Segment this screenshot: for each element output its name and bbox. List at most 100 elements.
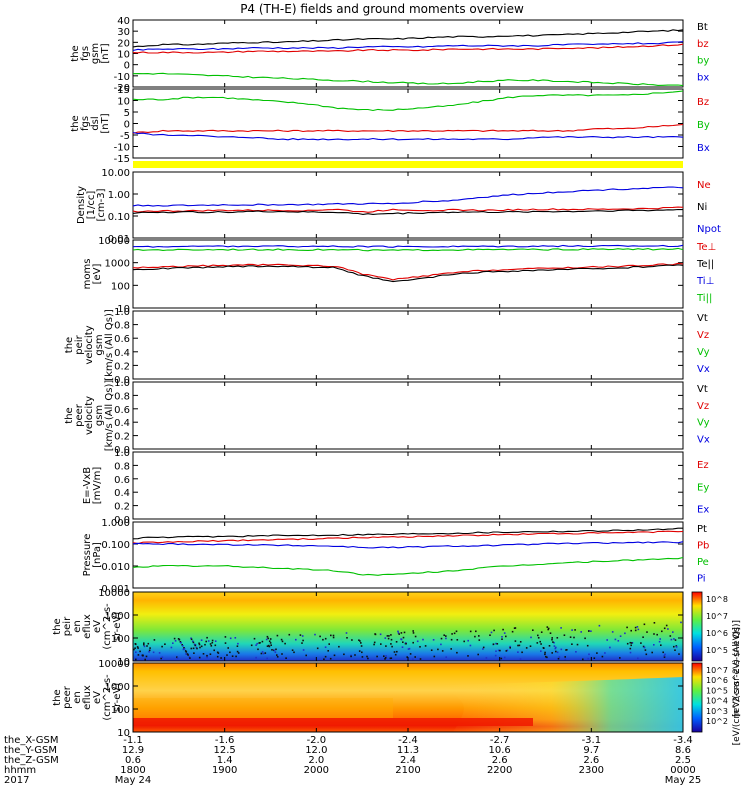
heatmap-speckle (188, 656, 191, 658)
heatmap-speckle (450, 638, 453, 641)
series-Te|| (132, 264, 684, 283)
heatmap-speckle (236, 645, 239, 647)
y-tick-label: 0.2 (114, 502, 130, 513)
heatmap-speckle (673, 638, 675, 640)
heatmap-speckle (553, 641, 555, 644)
footer-value: 2000 (304, 765, 329, 776)
heatmap-speckle (271, 649, 273, 651)
heatmap-speckle (463, 640, 465, 643)
heatmap-speckle (143, 643, 145, 646)
y-tick-label: 1.00 (108, 190, 130, 201)
heatmap-speckle (573, 636, 575, 639)
panel-frame (132, 310, 684, 380)
heatmap-speckle (269, 638, 272, 640)
y-axis-label-line: velocity (84, 396, 95, 435)
heatmap-speckle (555, 646, 557, 649)
heatmap-speckle (637, 657, 639, 660)
y-axis-label-line: [eV] (92, 264, 103, 285)
heatmap-speckle (216, 655, 219, 658)
heatmap-speckle (213, 649, 215, 652)
heatmap-speckle (275, 648, 277, 651)
y-axis-label: the fgs dsl [nT] (70, 113, 111, 133)
legend-entry-Ti||: Ti|| (696, 293, 712, 304)
heatmap-speckle (324, 655, 327, 658)
footer-value: 1900 (212, 765, 237, 776)
y-tick-label: 1.0 (114, 378, 130, 389)
heatmap-speckle (624, 632, 626, 635)
footer-value: 1800 (120, 765, 145, 776)
heatmap-speckle (367, 657, 369, 660)
heatmap-speckle (194, 644, 196, 647)
y-axis-label: the fgs gsm [nT] (70, 43, 111, 64)
colorbar-label: [eV/(cm^2-s-sr-eV)] (732, 627, 742, 717)
y-tick-label: -20 (114, 83, 130, 94)
heatmap-speckle (433, 655, 436, 658)
heatmap-speckle (637, 628, 640, 631)
colorbar-tick-label: 10^8 (706, 595, 728, 604)
legend-entry-Vx: Vx (697, 434, 710, 445)
heatmap-speckle (305, 654, 307, 657)
heatmap-speckle (134, 643, 137, 646)
y-axis-label-line: [1/cc] (86, 191, 97, 220)
heatmap-speckle (629, 651, 632, 654)
heatmap-speckle (384, 658, 386, 660)
heatmap-speckle (237, 652, 240, 654)
y-tick-label: 0.10 (108, 212, 130, 223)
heatmap-speckle (158, 652, 161, 654)
heatmap-speckle (390, 657, 393, 659)
heatmap-speckle (295, 638, 297, 641)
heatmap-speckle (419, 646, 421, 648)
heatmap-speckle (521, 651, 523, 654)
heatmap-speckle (136, 646, 139, 648)
heatmap-speckle (576, 643, 579, 646)
legend-entry-bx: bx (697, 72, 709, 83)
heatmap-speckle (227, 647, 229, 649)
heatmap-speckle (323, 658, 325, 660)
heatmap-speckle (338, 645, 340, 648)
heatmap-speckle (214, 644, 217, 647)
heatmap-speckle (206, 636, 208, 639)
series-Ne (132, 206, 684, 213)
heatmap-speckle (385, 645, 387, 647)
heatmap-speckle (551, 637, 553, 639)
legend-entry-Vy: Vy (697, 418, 710, 429)
heatmap-speckle (262, 652, 265, 655)
colorbar-tick-label: 10^5 (706, 686, 728, 695)
heatmap-speckle (360, 645, 363, 647)
y-tick-label: 1.000 (101, 518, 130, 529)
heatmap-speckle (389, 657, 392, 660)
heatmap-speckle (229, 637, 232, 640)
y-tick-label: 10 (117, 50, 130, 61)
heatmap-speckle (299, 634, 302, 636)
heatmap-speckle (492, 643, 495, 645)
heatmap-speckle (557, 657, 560, 660)
heatmap-speckle (506, 649, 509, 652)
heatmap-speckle (456, 651, 458, 654)
y-axis-label-line: the (52, 689, 63, 705)
y-tick-label: 10 (117, 728, 130, 739)
heatmap-speckle (661, 630, 663, 633)
heatmap-speckle (412, 630, 414, 632)
legend-entry-Ne: Ne (697, 180, 711, 191)
heatmap-speckle (556, 651, 559, 654)
heatmap-speckle (546, 656, 548, 659)
colorbar-tick-label: 10^7 (706, 612, 728, 621)
heatmap-speckle (467, 639, 469, 642)
heatmap-speckle (393, 651, 396, 653)
y-tick-label: 0 (124, 120, 130, 131)
y-axis-label-line: gsm (94, 405, 105, 426)
legend-entry-Bx: Bx (697, 143, 710, 154)
heatmap-speckle (544, 651, 546, 654)
heatmap-speckle (333, 654, 336, 657)
heatmap-speckle (192, 647, 195, 650)
heatmap-speckle (571, 643, 573, 645)
heatmap-speckle (556, 637, 559, 639)
panel-moms-temp: 10000 1000 100 10 moms [eV] Te⊥ Te|| Ti⊥ Ti|| (82, 236, 716, 315)
y-axis-label-line: the (52, 618, 63, 634)
legend-entry-Bt: Bt (697, 22, 708, 33)
heatmap-speckle (384, 637, 387, 639)
y-axis-label: the peir velocity gsm [km/s (All Qs)] (64, 309, 115, 381)
heatmap-speckle (202, 653, 205, 655)
footer-value: 0.6 (125, 755, 141, 766)
